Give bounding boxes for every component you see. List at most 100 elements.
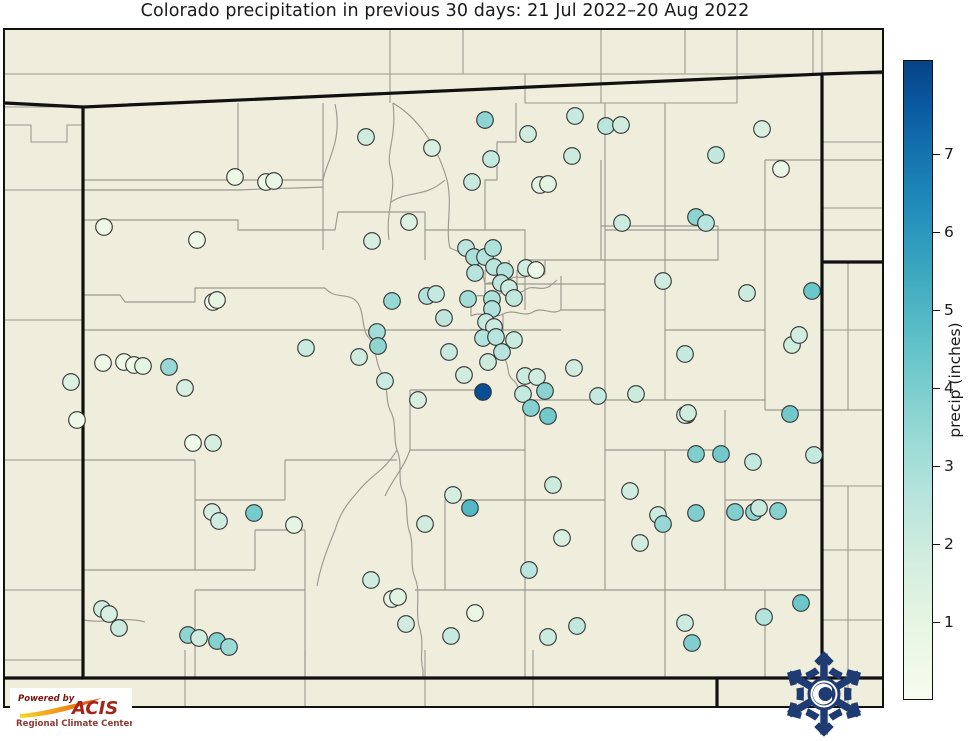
station-point[interactable]	[110, 619, 128, 637]
station-point[interactable]	[68, 411, 86, 429]
station-point[interactable]	[476, 111, 494, 129]
station-point[interactable]	[62, 373, 80, 391]
station-point[interactable]	[520, 561, 538, 579]
station-point[interactable]	[805, 446, 823, 464]
station-point[interactable]	[772, 160, 790, 178]
station-point[interactable]	[440, 343, 458, 361]
station-point[interactable]	[539, 628, 557, 646]
station-point[interactable]	[176, 379, 194, 397]
station-point[interactable]	[400, 213, 418, 231]
station-point[interactable]	[712, 445, 730, 463]
station-point[interactable]	[563, 147, 581, 165]
station-point[interactable]	[621, 482, 639, 500]
station-point[interactable]	[210, 512, 228, 530]
station-point[interactable]	[769, 502, 787, 520]
station-point[interactable]	[627, 385, 645, 403]
colorbar[interactable]: 1 2 3 4 5 6 7	[903, 60, 954, 700]
station-points[interactable]	[62, 107, 823, 656]
colorado-map[interactable]	[5, 30, 882, 706]
station-point[interactable]	[265, 172, 283, 190]
station-point[interactable]	[781, 405, 799, 423]
station-point[interactable]	[208, 291, 226, 309]
station-point[interactable]	[416, 515, 434, 533]
station-point[interactable]	[493, 343, 511, 361]
station-point[interactable]	[435, 309, 453, 327]
station-point[interactable]	[792, 594, 810, 612]
station-point[interactable]	[220, 638, 238, 656]
station-point[interactable]	[459, 290, 477, 308]
station-point[interactable]	[597, 117, 615, 135]
station-point[interactable]	[482, 150, 500, 168]
station-point[interactable]	[466, 264, 484, 282]
station-point[interactable]	[100, 605, 118, 623]
station-point[interactable]	[631, 534, 649, 552]
station-point[interactable]	[539, 175, 557, 193]
station-point[interactable]	[285, 516, 303, 534]
station-point[interactable]	[350, 348, 368, 366]
station-point[interactable]	[376, 372, 394, 390]
station-point[interactable]	[536, 382, 554, 400]
station-point[interactable]	[297, 339, 315, 357]
station-point[interactable]	[568, 617, 586, 635]
acis-logo[interactable]: Powered by ACIS Regional Climate Centers	[10, 688, 132, 730]
station-point[interactable]	[790, 326, 808, 344]
station-point[interactable]	[514, 385, 532, 403]
station-point[interactable]	[466, 604, 484, 622]
station-point[interactable]	[461, 499, 479, 517]
station-point[interactable]	[188, 231, 206, 249]
station-point[interactable]	[683, 634, 701, 652]
station-point[interactable]	[565, 359, 583, 377]
station-point[interactable]	[654, 272, 672, 290]
station-point[interactable]	[474, 383, 492, 401]
station-point[interactable]	[487, 328, 505, 346]
station-point[interactable]	[738, 284, 756, 302]
station-point[interactable]	[463, 173, 481, 191]
station-point[interactable]	[397, 615, 415, 633]
station-point[interactable]	[409, 391, 427, 409]
station-point[interactable]	[245, 504, 263, 522]
station-point[interactable]	[444, 486, 462, 504]
station-point[interactable]	[204, 434, 222, 452]
station-point[interactable]	[687, 445, 705, 463]
station-point[interactable]	[484, 239, 502, 257]
station-point[interactable]	[676, 614, 694, 632]
station-point[interactable]	[160, 358, 178, 376]
station-point[interactable]	[362, 571, 380, 589]
station-point[interactable]	[369, 337, 387, 355]
station-point[interactable]	[184, 434, 202, 452]
station-point[interactable]	[226, 168, 244, 186]
station-point[interactable]	[613, 214, 631, 232]
station-point[interactable]	[753, 120, 771, 138]
station-point[interactable]	[544, 476, 562, 494]
station-point[interactable]	[479, 353, 497, 371]
station-point[interactable]	[383, 292, 401, 310]
station-point[interactable]	[553, 529, 571, 547]
map-panel[interactable]	[3, 28, 884, 708]
station-point[interactable]	[676, 345, 694, 363]
station-point[interactable]	[612, 116, 630, 134]
station-point[interactable]	[363, 232, 381, 250]
station-point[interactable]	[505, 331, 523, 349]
station-point[interactable]	[528, 368, 546, 386]
station-point[interactable]	[95, 218, 113, 236]
station-point[interactable]	[687, 504, 705, 522]
station-point[interactable]	[539, 407, 557, 425]
station-point[interactable]	[357, 128, 375, 146]
station-point[interactable]	[505, 289, 523, 307]
station-point[interactable]	[707, 146, 725, 164]
station-point[interactable]	[190, 629, 208, 647]
station-point[interactable]	[442, 627, 460, 645]
station-point[interactable]	[679, 404, 697, 422]
station-point[interactable]	[522, 399, 540, 417]
station-point[interactable]	[527, 261, 545, 279]
station-point[interactable]	[755, 608, 773, 626]
station-point[interactable]	[389, 588, 407, 606]
station-point[interactable]	[803, 282, 821, 300]
station-point[interactable]	[427, 285, 445, 303]
station-point[interactable]	[566, 107, 584, 125]
station-point[interactable]	[654, 515, 672, 533]
station-point[interactable]	[455, 366, 473, 384]
station-point[interactable]	[94, 354, 112, 372]
station-point[interactable]	[744, 453, 762, 471]
station-point[interactable]	[134, 357, 152, 375]
